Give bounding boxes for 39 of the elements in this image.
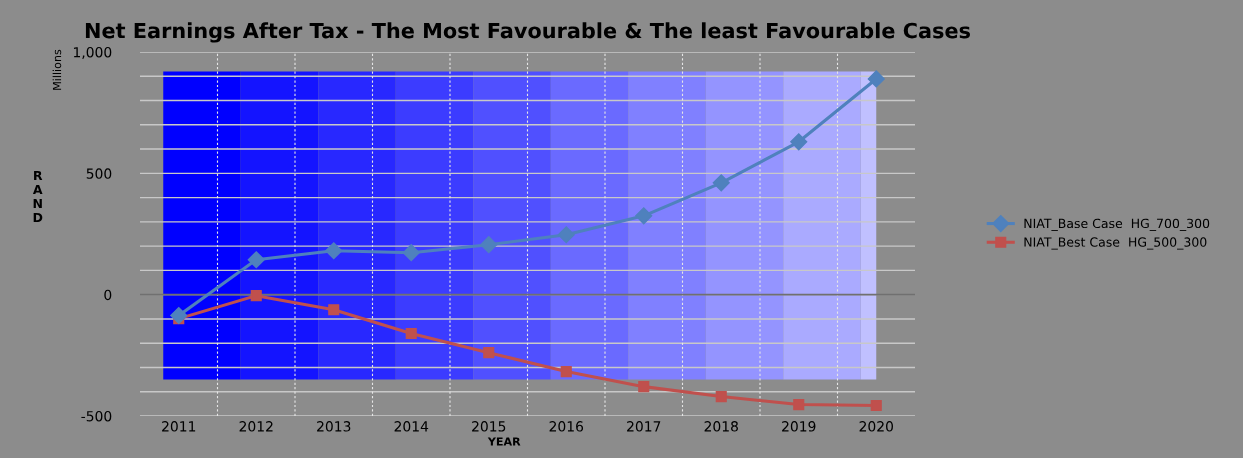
point bbox=[715, 391, 727, 403]
x-tick-label: 2019 bbox=[782, 421, 816, 432]
x-tick-label: 2020 bbox=[859, 421, 893, 432]
point bbox=[325, 242, 343, 260]
y-axis-title: RAND bbox=[32, 170, 43, 223]
point bbox=[405, 327, 417, 340]
y-tick-label: 0 bbox=[104, 289, 112, 301]
chart-title: Net Earnings After Tax - The Most Favourable & The least Favourable Cases bbox=[85, 22, 970, 43]
point bbox=[793, 399, 805, 411]
point bbox=[635, 207, 653, 225]
x-axis-title: YEAR bbox=[487, 437, 521, 446]
point bbox=[250, 290, 262, 302]
x-tick-label: 2016 bbox=[549, 421, 584, 432]
point bbox=[712, 174, 730, 192]
x-tick-label: 2015 bbox=[472, 421, 506, 432]
point bbox=[867, 70, 885, 88]
x-tick-label: 2018 bbox=[704, 421, 738, 432]
x-tick-label: 2013 bbox=[317, 421, 351, 432]
point bbox=[247, 251, 265, 269]
x-tick-label: 2014 bbox=[394, 421, 429, 432]
point bbox=[560, 366, 572, 378]
point bbox=[638, 381, 650, 393]
y-tick-label: -500 bbox=[81, 410, 112, 422]
point bbox=[790, 133, 808, 151]
point bbox=[483, 347, 495, 359]
legend-label: NIAT_Base Case HG_700_300 bbox=[1024, 218, 1210, 231]
point bbox=[480, 236, 498, 254]
point bbox=[170, 306, 188, 325]
point bbox=[557, 226, 575, 244]
x-tick-label: 2011 bbox=[162, 421, 196, 432]
point bbox=[870, 400, 882, 412]
text: Millions bbox=[52, 49, 62, 90]
x-tick-label: 2017 bbox=[627, 421, 661, 432]
point bbox=[402, 244, 420, 262]
y-tick-label: 500 bbox=[86, 168, 112, 179]
y-tick-label: 1,000 bbox=[73, 46, 112, 59]
point bbox=[328, 304, 340, 316]
x-tick-label: 2012 bbox=[239, 421, 273, 432]
legend-label: NIAT_Best Case HG_500_300 bbox=[1024, 237, 1207, 250]
